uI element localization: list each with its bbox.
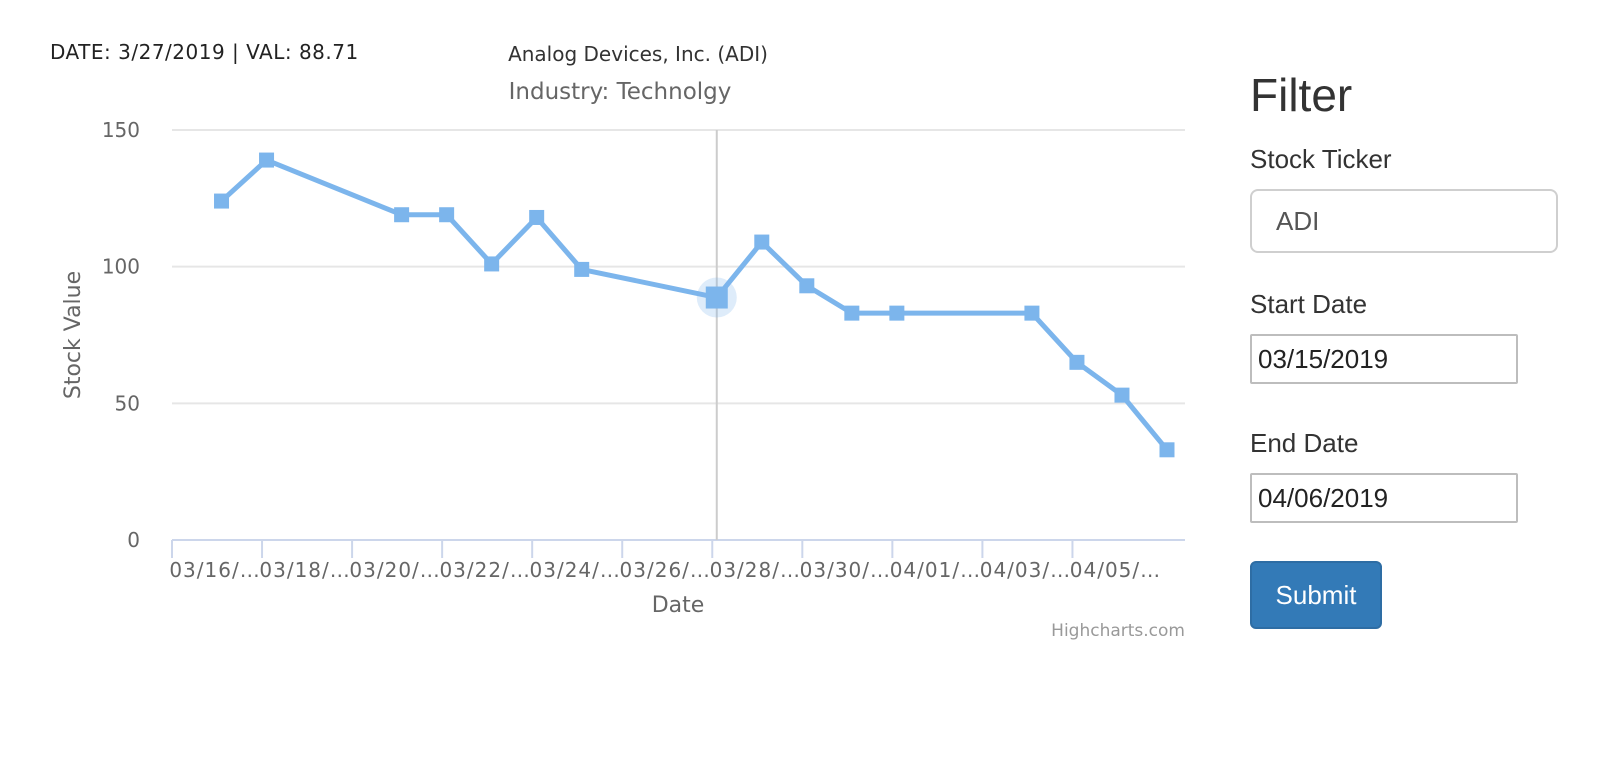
data-point-highlighted[interactable] <box>705 286 728 309</box>
data-point[interactable] <box>529 209 545 225</box>
data-point[interactable] <box>1159 442 1175 458</box>
stock-chart[interactable]: Analog Devices, Inc. (ADI) Industry: Tech… <box>0 0 1240 680</box>
data-point[interactable] <box>754 234 770 250</box>
x-tick-label: 03/22/… <box>439 558 530 582</box>
x-tick-label: 04/05/… <box>1070 558 1161 582</box>
data-point[interactable] <box>574 261 590 277</box>
data-point[interactable] <box>394 207 410 223</box>
x-tick-label: 03/18/… <box>259 558 350 582</box>
data-point[interactable] <box>484 256 500 272</box>
y-tick-label: 150 <box>102 118 140 142</box>
x-tick-label: 03/30/… <box>800 558 891 582</box>
data-point[interactable] <box>259 152 275 168</box>
chart-subtitle: Industry: Technolgy <box>509 79 732 105</box>
data-point[interactable] <box>1069 354 1085 370</box>
ticker-label: Stock Ticker <box>1250 144 1392 174</box>
submit-button[interactable]: Submit <box>1250 561 1382 629</box>
x-tick-label: 03/24/… <box>530 558 621 582</box>
data-point[interactable] <box>889 305 905 321</box>
chart-canvas[interactable]: Analog Devices, Inc. (ADI) Industry: Tech… <box>0 0 1240 680</box>
start-date-input[interactable] <box>1250 334 1518 384</box>
end-date-label: End Date <box>1250 428 1359 458</box>
data-point[interactable] <box>1114 387 1130 403</box>
x-tick-label: 03/26/… <box>620 558 711 582</box>
highcharts-credits-link[interactable]: Highcharts.com <box>1051 621 1185 641</box>
chart-title: Analog Devices, Inc. (ADI) <box>508 42 768 66</box>
x-tick-label: 03/28/… <box>710 558 801 582</box>
x-tick-label: 03/16/… <box>169 558 260 582</box>
data-point[interactable] <box>439 207 455 223</box>
x-tick-label: 04/03/… <box>980 558 1071 582</box>
data-point[interactable] <box>214 193 230 209</box>
end-date-input[interactable] <box>1250 473 1518 523</box>
data-point[interactable] <box>799 278 815 294</box>
y-tick-label: 50 <box>115 391 140 415</box>
y-axis-title: Stock Value <box>61 271 86 399</box>
y-tick-label: 0 <box>127 528 140 552</box>
ticker-input[interactable] <box>1250 189 1558 253</box>
x-tick-label: 03/20/… <box>349 558 440 582</box>
filter-title: Filter <box>1250 69 1353 121</box>
start-date-label: Start Date <box>1250 289 1368 319</box>
data-point[interactable] <box>1024 305 1040 321</box>
x-tick-label: 04/01/… <box>890 558 981 582</box>
data-point[interactable] <box>844 305 860 321</box>
x-axis-title: Date <box>652 593 705 618</box>
filter-panel: Filter Stock Ticker Start Date End Date … <box>1250 60 1580 629</box>
series-line <box>219 157 1169 452</box>
hover-readout: DATE: 3/27/2019 | VAL: 88.71 <box>50 40 359 64</box>
y-tick-label: 100 <box>102 255 140 279</box>
